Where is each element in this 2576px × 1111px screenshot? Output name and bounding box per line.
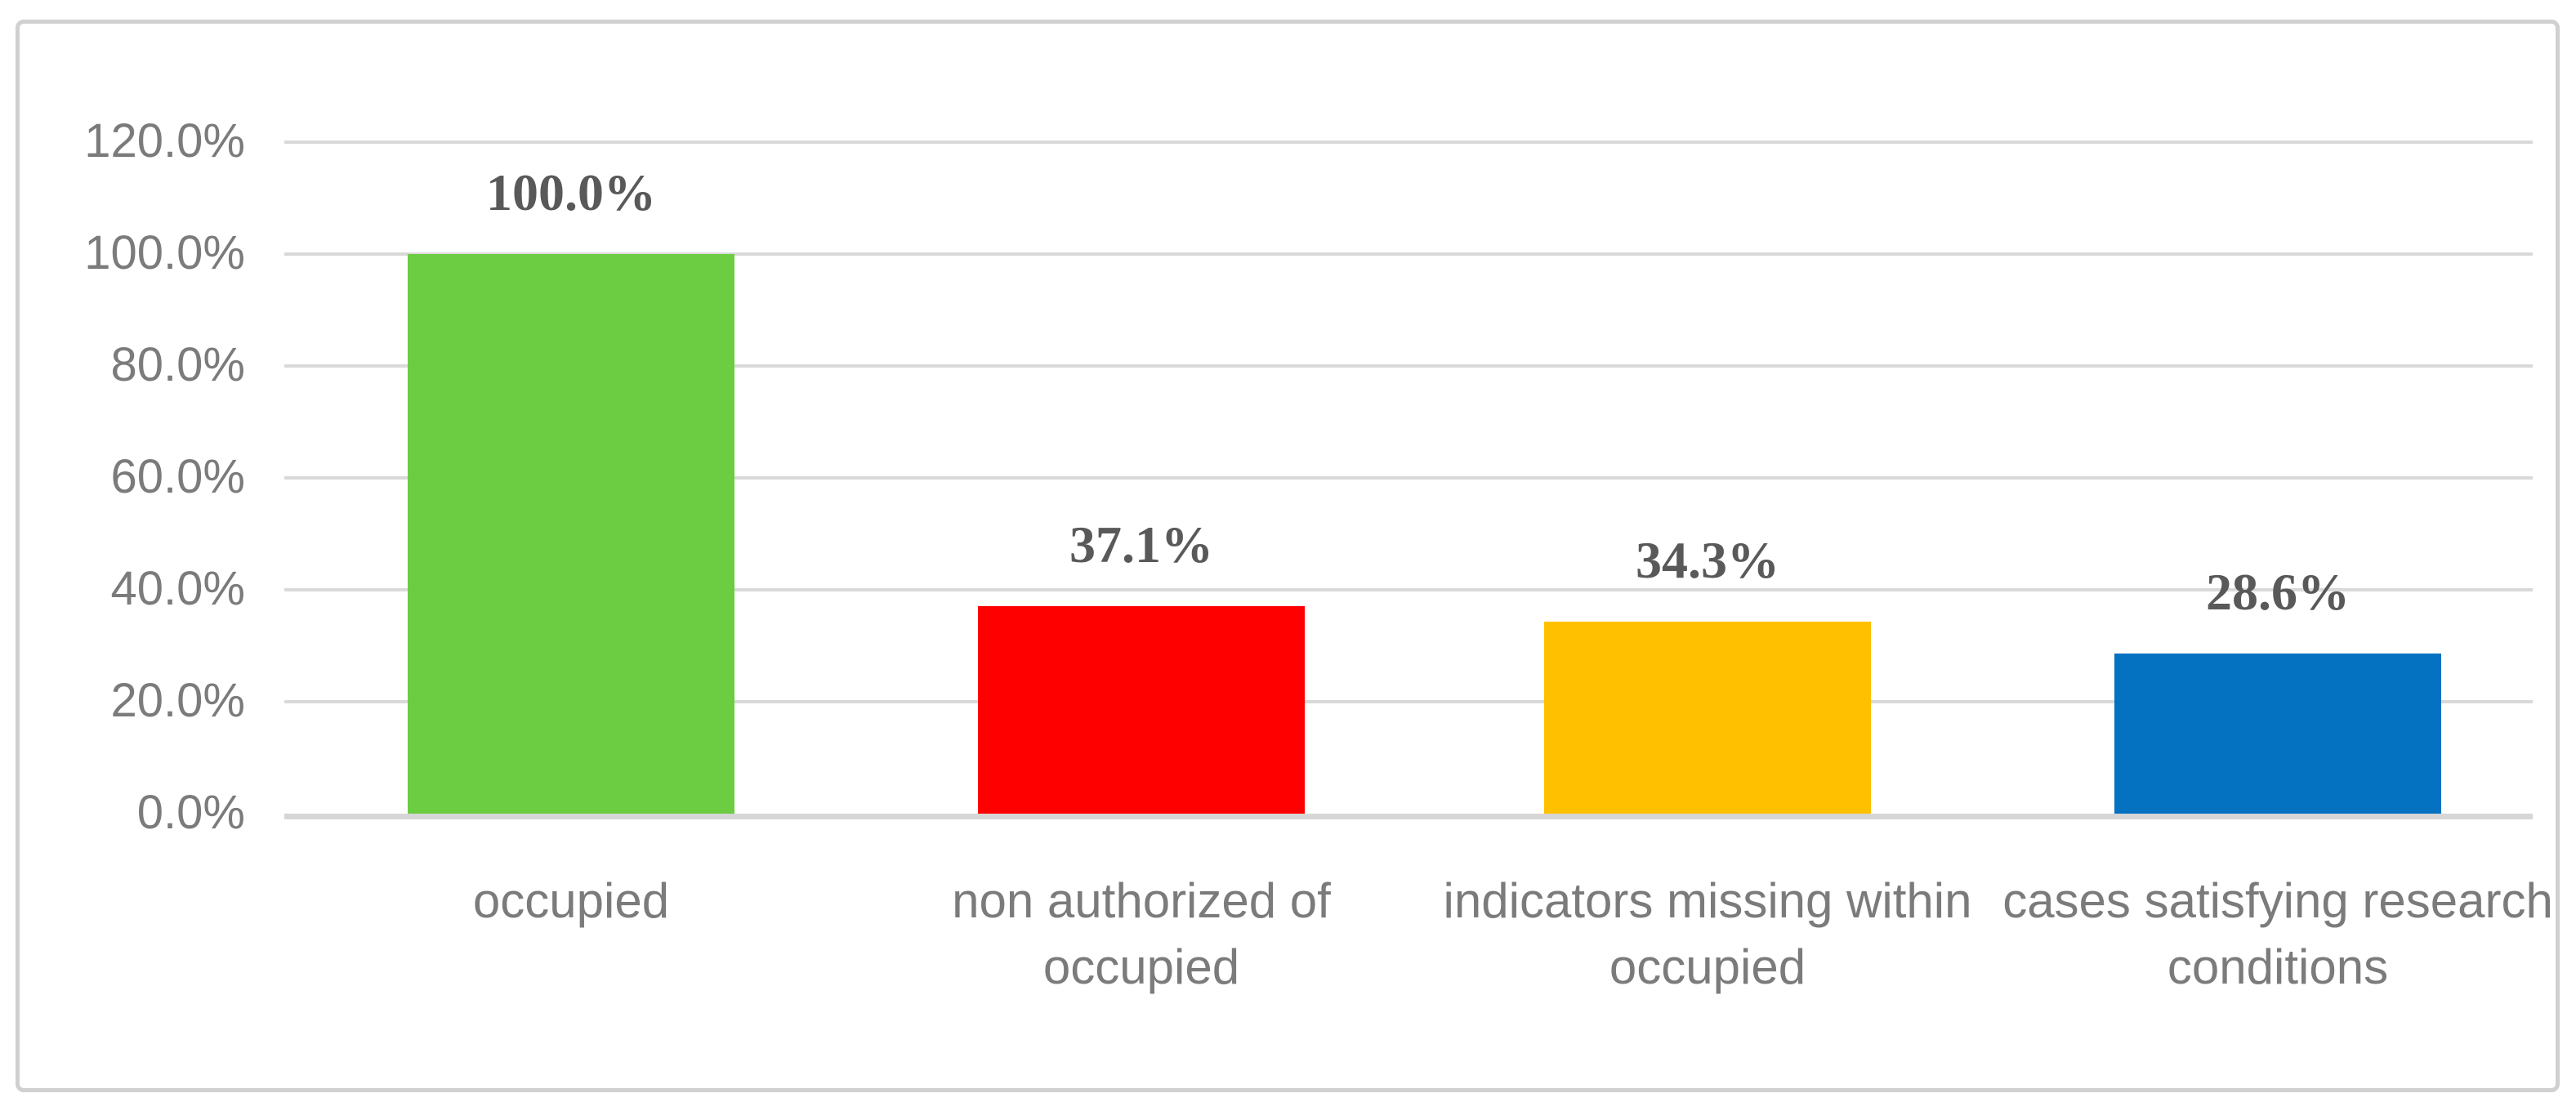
chart-frame	[16, 20, 2560, 1092]
